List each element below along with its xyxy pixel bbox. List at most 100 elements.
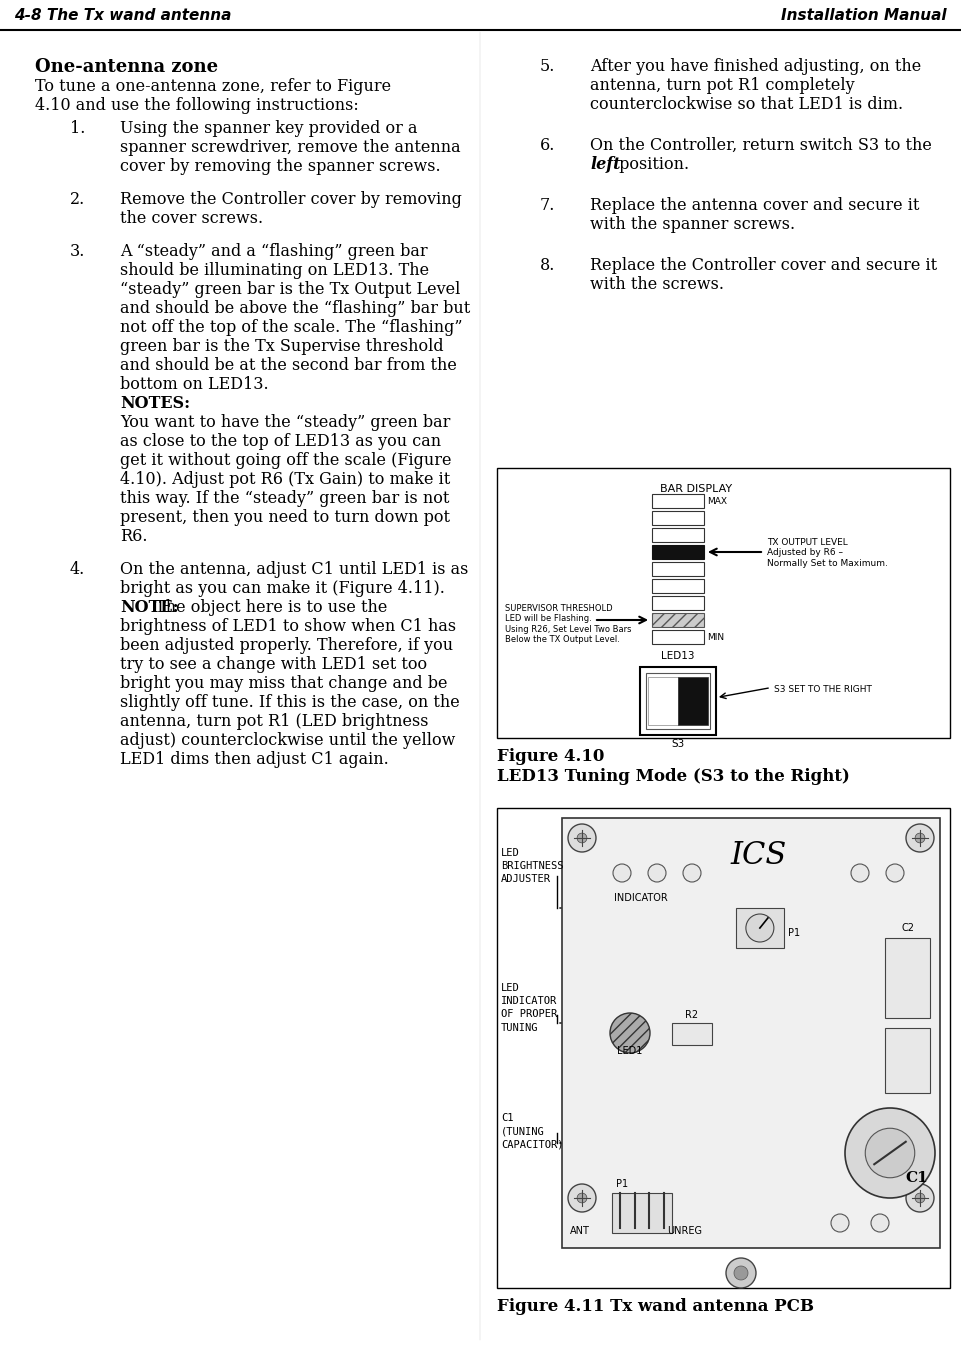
Text: left: left <box>590 156 621 173</box>
Circle shape <box>683 864 701 882</box>
Circle shape <box>865 1128 915 1177</box>
Circle shape <box>746 914 774 943</box>
Circle shape <box>871 1214 889 1232</box>
Text: slightly off tune. If this is the case, on the: slightly off tune. If this is the case, … <box>120 694 459 711</box>
Text: 4.10 and use the following instructions:: 4.10 and use the following instructions: <box>35 97 358 114</box>
Text: try to see a change with LED1 set too: try to see a change with LED1 set too <box>120 656 427 674</box>
Text: with the screws.: with the screws. <box>590 276 724 294</box>
Text: antenna, turn pot R1 completely: antenna, turn pot R1 completely <box>590 77 854 95</box>
Bar <box>672 1024 712 1045</box>
Text: A “steady” and a “flashing” green bar: A “steady” and a “flashing” green bar <box>120 243 428 261</box>
Text: R2: R2 <box>685 1010 699 1019</box>
Text: the cover screws.: the cover screws. <box>120 210 263 226</box>
Circle shape <box>578 833 587 842</box>
Text: “steady” green bar is the Tx Output Level: “steady” green bar is the Tx Output Leve… <box>120 281 460 298</box>
Text: present, then you need to turn down pot: present, then you need to turn down pot <box>120 509 450 525</box>
Text: Replace the antenna cover and secure it: Replace the antenna cover and secure it <box>590 198 920 214</box>
Bar <box>885 1028 930 1093</box>
Text: Using the spanner key provided or a: Using the spanner key provided or a <box>120 119 417 137</box>
Text: 4.10). Adjust pot R6 (Tx Gain) to make it: 4.10). Adjust pot R6 (Tx Gain) to make i… <box>120 471 451 488</box>
Text: You want to have the “steady” green bar: You want to have the “steady” green bar <box>120 414 451 431</box>
Text: Figure 4.10: Figure 4.10 <box>497 748 604 766</box>
Circle shape <box>845 1109 935 1198</box>
Circle shape <box>906 825 934 852</box>
Text: adjust) counterclockwise until the yellow: adjust) counterclockwise until the yello… <box>120 733 456 749</box>
Text: cover by removing the spanner screws.: cover by removing the spanner screws. <box>120 158 441 176</box>
Text: LED
BRIGHTNESS
ADJUSTER: LED BRIGHTNESS ADJUSTER <box>501 848 563 885</box>
Bar <box>652 595 704 611</box>
Text: get it without going off the scale (Figure: get it without going off the scale (Figu… <box>120 451 452 469</box>
Bar <box>652 630 704 643</box>
Text: LED1 dims then adjust C1 again.: LED1 dims then adjust C1 again. <box>120 750 389 768</box>
Bar <box>497 808 950 1288</box>
Text: On the Controller, return switch S3 to the: On the Controller, return switch S3 to t… <box>590 137 932 154</box>
Text: this way. If the “steady” green bar is not: this way. If the “steady” green bar is n… <box>120 490 450 508</box>
Circle shape <box>906 1184 934 1211</box>
Circle shape <box>610 1013 650 1052</box>
Circle shape <box>886 864 904 882</box>
Text: with the spanner screws.: with the spanner screws. <box>590 215 795 233</box>
Text: P1: P1 <box>616 1179 628 1190</box>
Bar <box>652 528 704 542</box>
Text: SUPERVISOR THRESHOLD
LED will be Flashing.
Using R26, Set Level Two Bars
Below t: SUPERVISOR THRESHOLD LED will be Flashin… <box>505 604 631 645</box>
Circle shape <box>915 1194 924 1203</box>
Text: Replace the Controller cover and secure it: Replace the Controller cover and secure … <box>590 257 937 274</box>
Text: should be illuminating on LED13. The: should be illuminating on LED13. The <box>120 262 430 279</box>
Text: position.: position. <box>614 156 689 173</box>
Text: LED13 Tuning Mode (S3 to the Right): LED13 Tuning Mode (S3 to the Right) <box>497 768 850 785</box>
Text: Installation Manual: Installation Manual <box>781 7 947 22</box>
Text: LED
INDICATOR
OF PROPER
TUNING: LED INDICATOR OF PROPER TUNING <box>501 982 557 1033</box>
Text: counterclockwise so that LED1 is dim.: counterclockwise so that LED1 is dim. <box>590 96 903 113</box>
Text: been adjusted properly. Therefore, if you: been adjusted properly. Therefore, if yo… <box>120 637 454 654</box>
Bar <box>612 1194 672 1233</box>
Text: P1: P1 <box>788 927 800 938</box>
Text: and should be above the “flashing” bar but: and should be above the “flashing” bar b… <box>120 300 470 317</box>
Text: Remove the Controller cover by removing: Remove the Controller cover by removing <box>120 191 462 209</box>
Bar <box>678 676 708 724</box>
Text: bottom on LED13.: bottom on LED13. <box>120 376 269 392</box>
Text: ICS: ICS <box>730 840 787 871</box>
Bar <box>652 563 704 576</box>
Circle shape <box>568 1184 596 1211</box>
Bar <box>652 579 704 593</box>
Text: One-antenna zone: One-antenna zone <box>35 58 218 75</box>
Circle shape <box>568 825 596 852</box>
Text: C1: C1 <box>905 1170 927 1185</box>
Text: 4-8 The Tx wand antenna: 4-8 The Tx wand antenna <box>14 7 232 22</box>
Text: S3: S3 <box>672 740 684 749</box>
Text: green bar is the Tx Supervise threshold: green bar is the Tx Supervise threshold <box>120 338 444 355</box>
Text: UNREG: UNREG <box>667 1227 702 1236</box>
Circle shape <box>648 864 666 882</box>
Bar <box>652 494 704 508</box>
Text: bright you may miss that change and be: bright you may miss that change and be <box>120 675 448 691</box>
Bar <box>652 510 704 525</box>
Circle shape <box>851 864 869 882</box>
Text: On the antenna, adjust C1 until LED1 is as: On the antenna, adjust C1 until LED1 is … <box>120 561 468 578</box>
Bar <box>497 468 950 738</box>
Text: MAX: MAX <box>707 497 727 505</box>
Bar <box>652 545 704 558</box>
Bar <box>648 676 678 724</box>
Bar <box>736 908 784 948</box>
Bar <box>640 667 716 735</box>
Text: After you have finished adjusting, on the: After you have finished adjusting, on th… <box>590 58 922 75</box>
Text: ANT: ANT <box>570 1227 590 1236</box>
Text: as close to the top of LED13 as you can: as close to the top of LED13 as you can <box>120 434 441 450</box>
Text: INDICATOR: INDICATOR <box>614 893 668 903</box>
Circle shape <box>726 1258 756 1288</box>
Bar <box>562 818 940 1249</box>
Text: LED13: LED13 <box>661 650 695 661</box>
Text: 2.: 2. <box>70 191 86 209</box>
Bar <box>652 613 704 627</box>
Text: antenna, turn pot R1 (LED brightness: antenna, turn pot R1 (LED brightness <box>120 713 429 730</box>
Text: 8.: 8. <box>540 257 555 274</box>
Circle shape <box>915 833 924 842</box>
Bar <box>885 938 930 1018</box>
Text: To tune a one-antenna zone, refer to Figure: To tune a one-antenna zone, refer to Fig… <box>35 78 391 95</box>
Text: TX OUTPUT LEVEL
Adjusted by R6 –
Normally Set to Maximum.: TX OUTPUT LEVEL Adjusted by R6 – Normall… <box>767 538 888 568</box>
Text: and should be at the second bar from the: and should be at the second bar from the <box>120 357 456 375</box>
Text: NOTES:: NOTES: <box>120 395 190 412</box>
Text: C1
(TUNING
CAPACITOR): C1 (TUNING CAPACITOR) <box>501 1113 563 1150</box>
Bar <box>646 674 710 729</box>
Text: S3 SET TO THE RIGHT: S3 SET TO THE RIGHT <box>774 685 872 694</box>
